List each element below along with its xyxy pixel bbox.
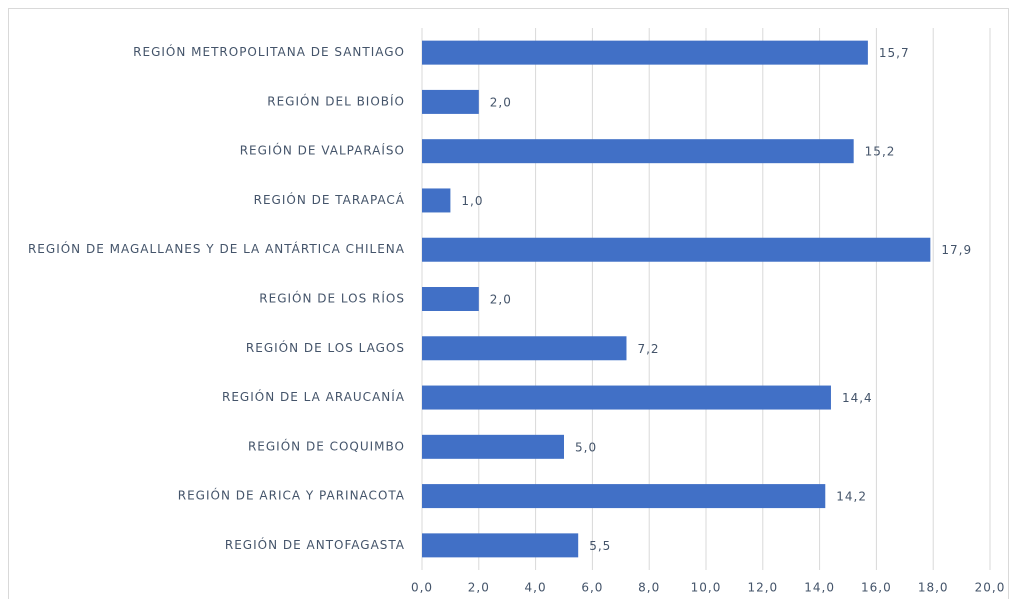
x-tick-label: 8,0 xyxy=(638,581,660,595)
bar xyxy=(422,89,479,114)
y-tick-label: REGIÓN DE ANTOFAGASTA xyxy=(225,537,405,552)
value-label: 2,0 xyxy=(490,293,512,307)
bar xyxy=(422,484,826,509)
y-tick-label: REGIÓN DE ARICA Y PARINACOTA xyxy=(178,488,405,503)
y-tick-label: REGIÓN DE VALPARAÍSO xyxy=(240,143,405,158)
value-label: 7,2 xyxy=(637,342,659,356)
x-tick-label: 6,0 xyxy=(581,581,603,595)
bar xyxy=(422,237,931,262)
y-tick-label: REGIÓN DE MAGALLANES Y DE LA ANTÁRTICA C… xyxy=(28,241,405,256)
y-tick-label: REGIÓN DEL BIOBÍO xyxy=(267,93,405,108)
bar xyxy=(422,533,579,558)
chart-frame xyxy=(8,8,1009,599)
bar xyxy=(422,139,854,164)
y-tick-label: REGIÓN DE LA ARAUCANÍA xyxy=(222,389,405,404)
value-label: 14,2 xyxy=(836,490,867,504)
value-label: 2,0 xyxy=(490,95,512,109)
bar xyxy=(422,385,831,410)
bar xyxy=(422,287,479,311)
value-label: 17,9 xyxy=(941,243,972,257)
bar xyxy=(422,188,451,213)
x-tick-label: 18,0 xyxy=(918,581,949,595)
y-tick-label: REGIÓN METROPOLITANA DE SANTIAGO xyxy=(133,44,405,59)
bar xyxy=(422,40,868,65)
x-tick-label: 20,0 xyxy=(975,581,1006,595)
x-tick-label: 16,0 xyxy=(861,581,892,595)
y-tick-label: REGIÓN DE LOS LAGOS xyxy=(246,340,405,355)
x-tick-label: 2,0 xyxy=(468,581,490,595)
bar xyxy=(422,434,564,459)
bar xyxy=(422,336,627,361)
value-label: 15,2 xyxy=(865,145,896,159)
value-label: 14,4 xyxy=(842,391,873,405)
value-label: 5,0 xyxy=(575,440,597,454)
value-label: 5,5 xyxy=(589,539,611,553)
y-tick-label: REGIÓN DE LOS RÍOS xyxy=(259,291,405,306)
value-label: 15,7 xyxy=(879,46,910,60)
x-tick-label: 10,0 xyxy=(691,581,722,595)
y-tick-label: REGIÓN DE TARAPACÁ xyxy=(254,192,405,207)
x-tick-label: 14,0 xyxy=(804,581,835,595)
x-tick-label: 0,0 xyxy=(411,581,433,595)
value-label: 1,0 xyxy=(461,194,483,208)
x-tick-label: 4,0 xyxy=(525,581,547,595)
x-tick-label: 12,0 xyxy=(747,581,778,595)
y-tick-label: REGIÓN DE COQUIMBO xyxy=(248,438,405,453)
